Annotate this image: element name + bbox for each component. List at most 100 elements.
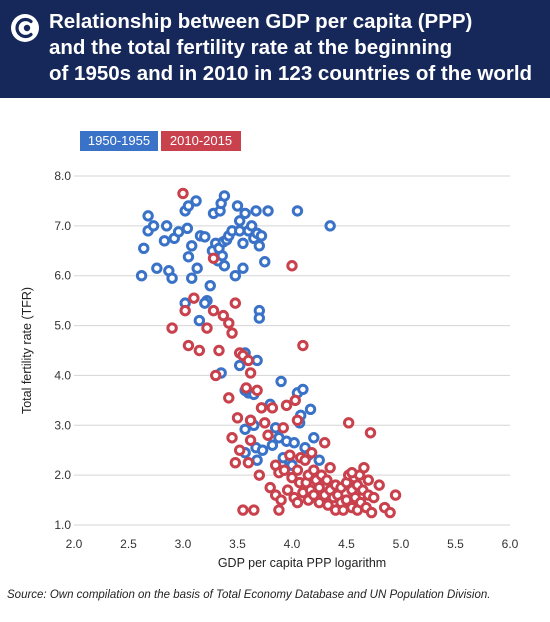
scatter-plot: 1.0 2.0 3.0 4.0 5.0 6.0 7.0 8.0 2.0 2.5 3.0 3.5 4.0 4… bbox=[20, 169, 519, 570]
point-1950-1955 bbox=[191, 262, 203, 274]
legend-item-2010-2015: 2010-2015 bbox=[161, 131, 241, 151]
point-2010-2015 bbox=[177, 187, 189, 200]
point-1950-1955 bbox=[253, 240, 265, 252]
point-1950-1955 bbox=[204, 279, 216, 292]
point-2010-2015 bbox=[213, 344, 225, 357]
chart-title: Relationship between GDP per capita (PPP… bbox=[49, 9, 544, 87]
legend-item-1950-1955: 1950-1955 bbox=[80, 131, 158, 151]
x-tick-label: 5.5 bbox=[447, 537, 464, 551]
point-2010-2015 bbox=[291, 414, 304, 426]
point-2010-2015 bbox=[233, 444, 246, 456]
chart-title-line: Relationship between GDP per capita (PPP… bbox=[49, 10, 473, 33]
y-axis-label: Total fertility rate (TFR) bbox=[20, 287, 34, 414]
point-2010-2015 bbox=[242, 354, 255, 367]
point-2010-2015 bbox=[364, 427, 377, 439]
logo-icon bbox=[11, 14, 39, 42]
point-2010-2015 bbox=[273, 504, 285, 516]
point-2010-2015 bbox=[207, 252, 220, 264]
point-1950-1955 bbox=[288, 437, 300, 449]
point-1950-1955 bbox=[313, 454, 325, 466]
point-1950-1955 bbox=[275, 375, 287, 388]
y-tick-label: 2.0 bbox=[54, 468, 71, 482]
point-1950-1955 bbox=[255, 230, 268, 242]
point-2010-2015 bbox=[259, 417, 271, 429]
point-2010-2015 bbox=[226, 432, 238, 444]
point-2010-2015 bbox=[244, 434, 257, 446]
point-2010-2015 bbox=[308, 489, 320, 501]
point-1950-1955 bbox=[186, 272, 198, 284]
point-1950-1955 bbox=[266, 439, 279, 451]
point-2010-2015 bbox=[297, 339, 309, 352]
point-2010-2015 bbox=[201, 322, 213, 334]
point-1950-1955 bbox=[186, 240, 198, 252]
point-1950-1955 bbox=[308, 432, 320, 444]
point-1950-1955 bbox=[291, 205, 304, 217]
y-tick-label: 3.0 bbox=[54, 418, 71, 432]
point-1950-1955 bbox=[251, 454, 263, 466]
point-1950-1955 bbox=[237, 262, 249, 274]
point-1950-1955 bbox=[218, 260, 231, 272]
point-2010-2015 bbox=[365, 506, 378, 519]
point-1950-1955 bbox=[160, 220, 173, 232]
point-2010-2015 bbox=[342, 417, 355, 429]
point-1950-1955 bbox=[147, 220, 160, 232]
point-2010-2015 bbox=[193, 344, 206, 357]
point-2010-2015 bbox=[244, 414, 257, 426]
point-1950-1955 bbox=[135, 270, 148, 282]
point-2010-2015 bbox=[255, 402, 268, 414]
point-1950-1955 bbox=[253, 312, 265, 324]
point-2010-2015 bbox=[240, 382, 252, 394]
point-1950-1955 bbox=[182, 251, 195, 263]
point-1950-1955 bbox=[251, 354, 263, 367]
point-1950-1955 bbox=[233, 359, 246, 372]
point-2010-2015 bbox=[358, 461, 370, 474]
point-2010-2015 bbox=[264, 481, 276, 494]
point-1950-1955 bbox=[142, 210, 154, 222]
point-1950-1955 bbox=[262, 205, 274, 217]
y-tick-label: 6.0 bbox=[54, 269, 71, 283]
x-tick-label: 2.5 bbox=[120, 537, 137, 551]
y-tick-label: 7.0 bbox=[54, 219, 71, 233]
chart-title-line: and the total fertility rate at the begi… bbox=[49, 36, 453, 59]
point-2010-2015 bbox=[299, 454, 311, 466]
point-1950-1955 bbox=[304, 403, 317, 416]
point-2010-2015 bbox=[291, 464, 304, 476]
point-1950-1955 bbox=[231, 200, 244, 212]
point-2010-2015 bbox=[346, 466, 358, 479]
point-1950-1955 bbox=[199, 297, 211, 309]
x-tick-label: 5.0 bbox=[393, 537, 410, 551]
point-1950-1955 bbox=[237, 237, 249, 250]
point-1950-1955 bbox=[218, 190, 231, 202]
point-2010-2015 bbox=[281, 484, 294, 496]
point-1950-1955 bbox=[190, 195, 202, 207]
point-2010-2015 bbox=[278, 464, 291, 476]
point-2010-2015 bbox=[242, 456, 255, 469]
x-tick-label: 3.0 bbox=[175, 537, 192, 551]
point-2010-2015 bbox=[313, 481, 325, 494]
point-1950-1955 bbox=[182, 200, 195, 212]
point-1950-1955 bbox=[216, 250, 228, 262]
header-banner: Relationship between GDP per capita (PPP… bbox=[0, 0, 550, 98]
point-2010-2015 bbox=[226, 327, 238, 339]
x-tick-label: 3.5 bbox=[229, 537, 246, 551]
point-2010-2015 bbox=[223, 317, 235, 329]
point-2010-2015 bbox=[308, 464, 320, 476]
x-axis-label: GDP per capita PPP logarithm bbox=[218, 556, 386, 570]
point-2010-2015 bbox=[384, 506, 396, 519]
point-2010-2015 bbox=[253, 469, 265, 481]
x-tick-label: 6.0 bbox=[502, 537, 519, 551]
point-1950-1955 bbox=[138, 242, 150, 254]
point-2010-2015 bbox=[244, 367, 257, 379]
source-note: Source: Own compilation on the basis of … bbox=[7, 589, 491, 601]
point-2010-2015 bbox=[237, 504, 249, 516]
point-2010-2015 bbox=[262, 429, 274, 441]
y-tick-label: 8.0 bbox=[54, 169, 71, 183]
point-1950-1955 bbox=[256, 444, 269, 456]
point-2010-2015 bbox=[324, 461, 336, 474]
point-2010-2015 bbox=[286, 471, 298, 484]
point-2010-2015 bbox=[368, 491, 380, 504]
point-2010-2015 bbox=[166, 322, 178, 334]
point-1950-1955 bbox=[151, 262, 163, 274]
point-2010-2015 bbox=[319, 437, 331, 449]
point-2010-2015 bbox=[223, 392, 235, 404]
